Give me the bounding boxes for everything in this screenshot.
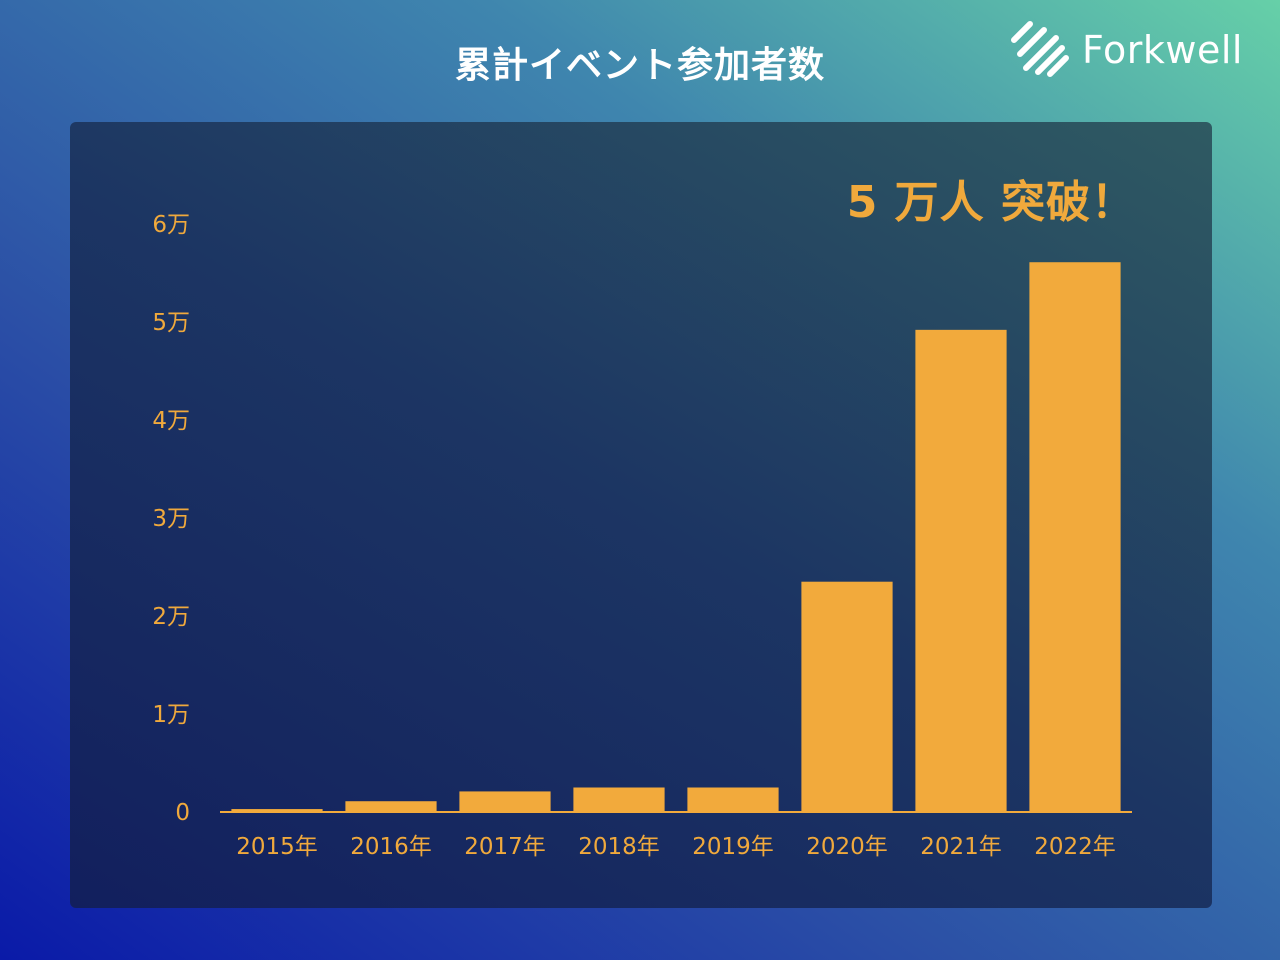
y-tick-label: 3万: [152, 506, 190, 532]
bar: [231, 809, 323, 812]
x-tick-label: 2021年: [920, 834, 1002, 860]
y-tick-label: 4万: [152, 408, 190, 434]
bar-chart: 0 1万 2万 3万 4万 5万 6万 2015年 2016年 2017年 2018年 2019年 20…: [152, 212, 1132, 860]
forkwell-logo: Forkwell: [1008, 18, 1248, 82]
x-tick-label: 2022年: [1034, 834, 1116, 860]
bar: [915, 329, 1007, 812]
forkwell-logo-icon: [1011, 21, 1069, 77]
logo-text: Forkwell: [1082, 28, 1243, 72]
x-tick-label: 2020年: [806, 834, 888, 860]
x-tick-label: 2017年: [464, 834, 546, 860]
x-tick-label: 2019年: [692, 834, 774, 860]
y-tick-label: 5万: [152, 310, 190, 336]
y-tick-label: 1万: [152, 702, 190, 728]
bar: [573, 787, 665, 812]
x-tick-label: 2015年: [236, 834, 318, 860]
y-tick-label: 0: [175, 800, 190, 826]
bar: [687, 787, 779, 812]
bar: [345, 801, 437, 812]
bar: [1029, 262, 1121, 813]
y-tick-label: 6万: [152, 212, 190, 238]
y-tick-label: 2万: [152, 604, 190, 630]
bar: [801, 581, 893, 812]
x-tick-label: 2018年: [578, 834, 660, 860]
chart-panel: 5 万人 突破！ 0 1万 2万 3万 4万 5万 6万 2015年 2016年 2017年 201…: [70, 122, 1212, 908]
page-title: 累計イベント参加者数: [454, 45, 825, 86]
bar: [459, 791, 551, 812]
x-tick-label: 2016年: [350, 834, 432, 860]
headline: 5 万人 突破！: [846, 177, 1136, 228]
